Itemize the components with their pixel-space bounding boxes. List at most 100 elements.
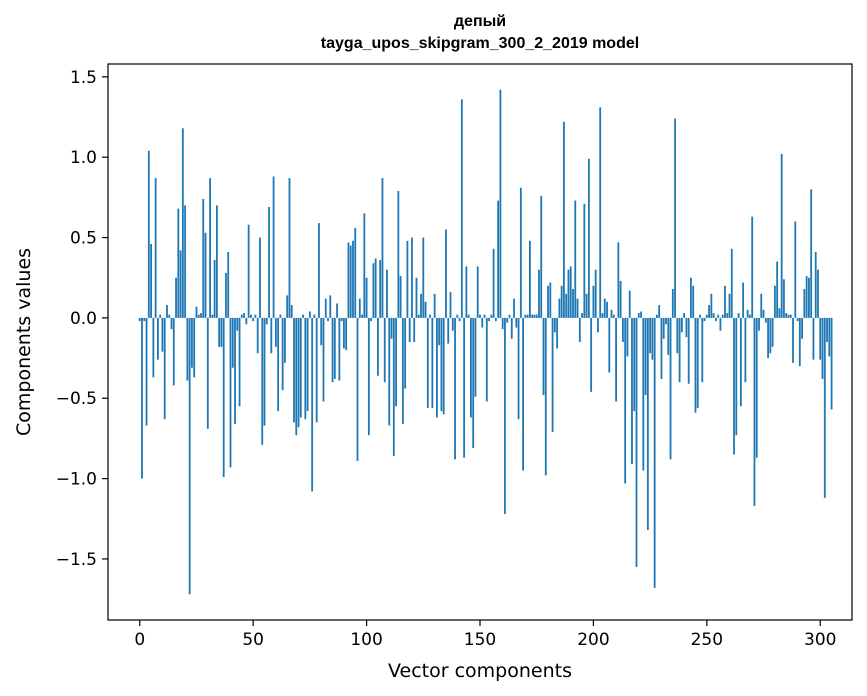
- bar: [163, 317, 166, 420]
- y-tick-label: −1.0: [56, 470, 97, 490]
- bar: [662, 317, 665, 339]
- bar: [542, 317, 545, 396]
- bar: [558, 298, 561, 318]
- bar: [715, 317, 717, 322]
- bar: [778, 308, 781, 318]
- bar: [812, 317, 815, 360]
- bar: [576, 298, 579, 318]
- bar: [565, 293, 568, 318]
- bar: [456, 314, 459, 318]
- bar: [338, 317, 341, 381]
- bar: [367, 317, 370, 436]
- bar: [567, 269, 570, 318]
- bar: [379, 260, 382, 318]
- bar: [245, 317, 248, 325]
- bar: [485, 317, 488, 402]
- bar: [195, 306, 198, 318]
- bar: [449, 292, 452, 318]
- y-tick-label: 0.0: [70, 309, 97, 329]
- bar: [735, 317, 738, 436]
- bar: [522, 317, 524, 471]
- bar: [256, 317, 259, 354]
- bar: [145, 317, 148, 426]
- bar: [193, 317, 196, 378]
- bar: [238, 317, 241, 407]
- bar: [492, 248, 495, 318]
- y-tick-label: −1.5: [56, 550, 97, 570]
- y-tick-label: −0.5: [56, 389, 97, 409]
- bar: [808, 277, 810, 318]
- bar: [354, 227, 357, 318]
- bar: [717, 314, 720, 318]
- bar: [200, 313, 202, 318]
- bar: [739, 317, 742, 407]
- y-tick-label: 1.5: [70, 68, 97, 88]
- bar: [324, 298, 327, 318]
- bar: [544, 317, 547, 476]
- bar: [381, 178, 384, 318]
- bar: [284, 317, 286, 363]
- bar: [817, 269, 819, 318]
- bar: [563, 121, 565, 318]
- bar: [508, 314, 511, 318]
- bar: [533, 314, 536, 318]
- bar: [762, 309, 765, 318]
- bar: [261, 317, 264, 445]
- bar: [336, 303, 338, 318]
- bar: [465, 266, 468, 318]
- bar: [767, 317, 769, 359]
- bar: [234, 317, 236, 424]
- bar: [746, 309, 749, 318]
- bar: [517, 317, 520, 420]
- bar: [488, 317, 490, 322]
- bar: [519, 187, 522, 318]
- bar: [147, 150, 150, 318]
- bar: [803, 288, 806, 318]
- bar: [603, 298, 606, 318]
- bar: [583, 203, 586, 318]
- bar: [678, 317, 681, 383]
- bar: [780, 153, 783, 318]
- bar: [320, 317, 323, 346]
- bar: [170, 317, 173, 330]
- bar: [211, 314, 214, 318]
- x-tick-label: 150: [464, 630, 496, 650]
- bar: [447, 317, 450, 344]
- bar: [526, 314, 529, 318]
- bar: [556, 317, 559, 349]
- bar: [658, 305, 661, 318]
- bar: [601, 313, 604, 318]
- x-tick-label: 250: [691, 630, 723, 650]
- bar: [692, 285, 695, 318]
- bar: [785, 313, 788, 318]
- bar: [436, 317, 438, 418]
- bar: [138, 317, 141, 322]
- bar: [728, 293, 731, 318]
- bar: [222, 317, 225, 477]
- bar: [197, 314, 200, 318]
- bar: [608, 317, 611, 373]
- bar: [220, 317, 223, 347]
- bar: [789, 314, 792, 318]
- bar: [154, 178, 157, 318]
- bar: [744, 317, 747, 383]
- bar: [758, 317, 760, 331]
- bar: [161, 317, 164, 352]
- bar: [374, 258, 377, 318]
- bar: [186, 317, 189, 381]
- bar: [783, 279, 785, 318]
- y-axis-ticks: −1.5 −1.0 −0.5 0.0 0.5 1.0 1.5: [56, 68, 108, 570]
- bar: [764, 317, 767, 323]
- bar: [399, 276, 402, 318]
- bar: [665, 317, 667, 325]
- bar: [209, 178, 211, 318]
- bar: [470, 317, 472, 418]
- bar: [599, 107, 602, 318]
- bar: [610, 309, 613, 318]
- bar: [515, 317, 518, 328]
- bar: [218, 317, 221, 347]
- bar: [202, 198, 205, 318]
- bar: [805, 276, 808, 318]
- bar: [433, 293, 436, 318]
- bar: [206, 317, 209, 429]
